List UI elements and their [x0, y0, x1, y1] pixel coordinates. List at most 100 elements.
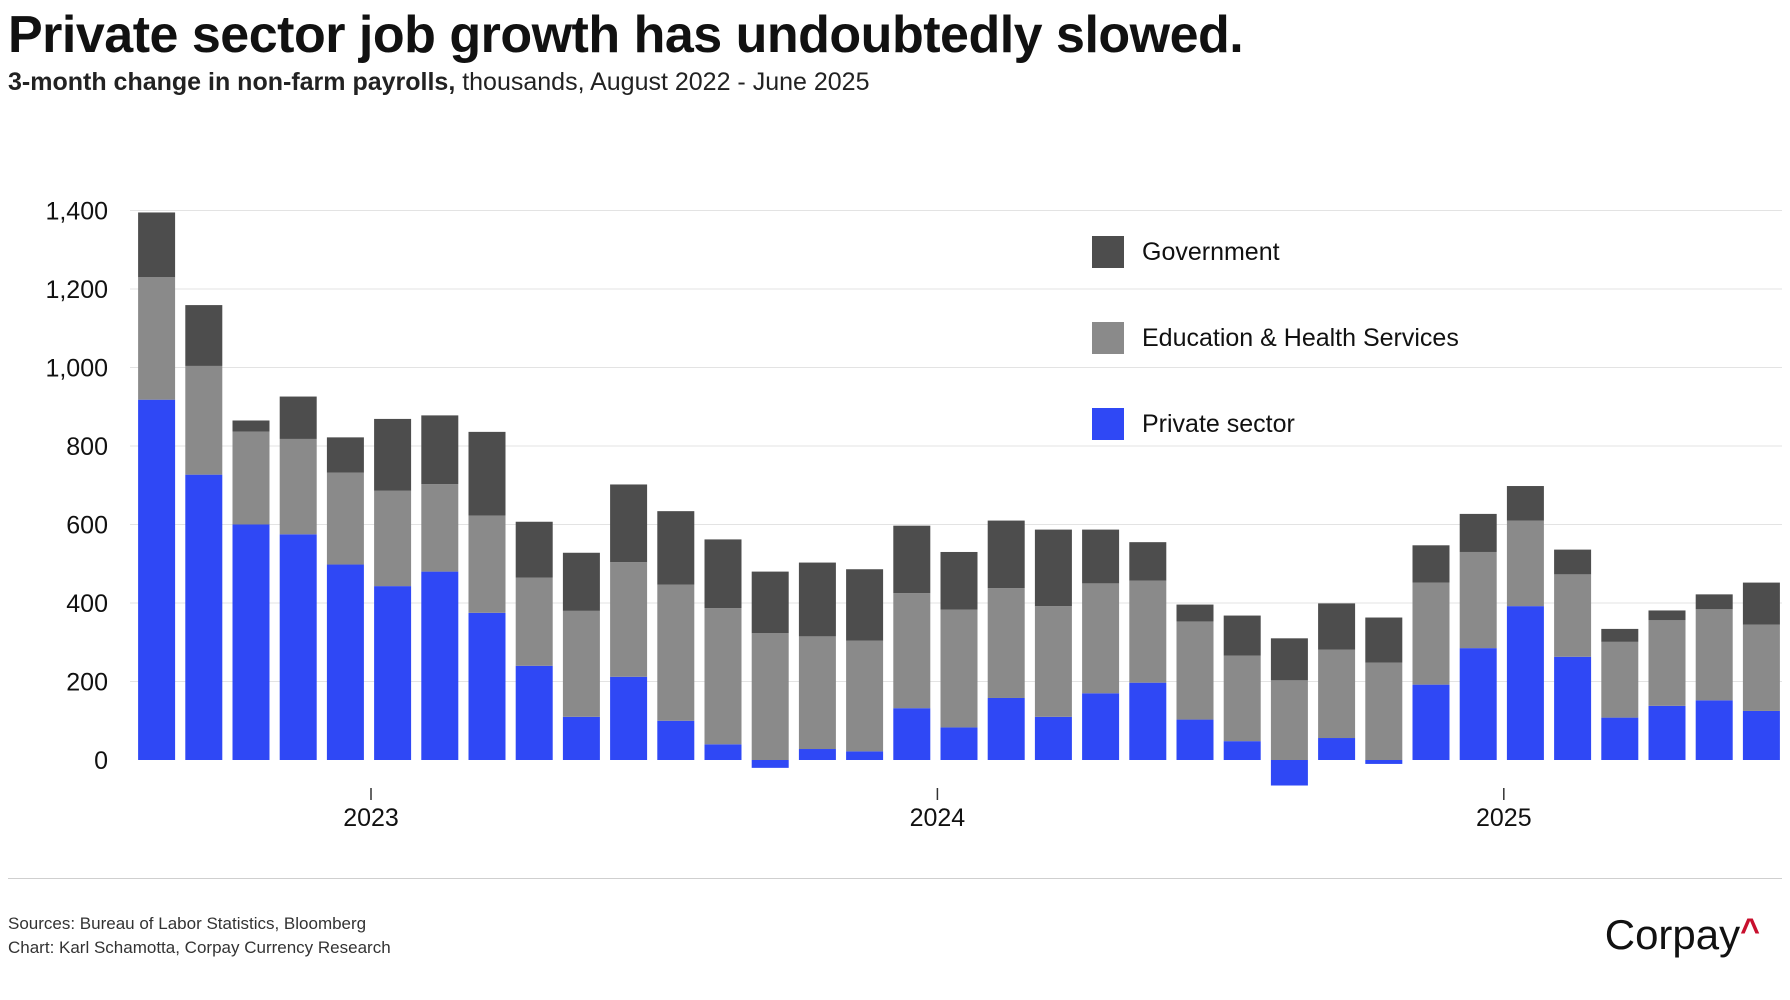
- bar-segment-education-health-services: [1082, 583, 1120, 694]
- bar-segment-private-sector: [562, 716, 600, 760]
- bar-segment-government: [232, 420, 270, 432]
- bar-segment-private-sector: [846, 751, 884, 760]
- bar-segment-education-health-services: [374, 490, 412, 587]
- bar-segment-education-health-services: [1223, 655, 1261, 742]
- bar-segment-private-sector: [1601, 717, 1639, 760]
- bar-segment-private-sector: [421, 571, 459, 760]
- bar-segment-government: [279, 396, 317, 439]
- legend-label-government: Government: [1142, 237, 1280, 266]
- x-tick-label: 2023: [343, 804, 399, 832]
- bar-segment-government: [1176, 604, 1214, 622]
- bar-segment-government: [1554, 549, 1592, 575]
- legend-label-private-sector: Private sector: [1142, 409, 1295, 438]
- bar-segment-government: [374, 418, 412, 491]
- bar-segment-government: [185, 305, 223, 366]
- y-tick-label: 1,400: [45, 198, 108, 226]
- y-tick-label: 400: [66, 590, 108, 618]
- bar-segment-education-health-services: [515, 577, 553, 666]
- bar-segment-government: [610, 484, 648, 563]
- bar-segment-education-health-services: [138, 277, 176, 400]
- bar-segment-private-sector: [374, 586, 412, 760]
- bar-segment-private-sector: [232, 524, 270, 760]
- bar-segment-education-health-services: [1742, 624, 1780, 711]
- bars: [138, 212, 1780, 786]
- bar-segment-government: [1459, 513, 1497, 552]
- bar-segment-government: [326, 437, 364, 473]
- legend-item-government: Government: [1092, 236, 1280, 268]
- x-tick-label: 2025: [1476, 804, 1532, 832]
- bar-segment-education-health-services: [185, 365, 223, 475]
- bar-segment-government: [987, 520, 1025, 589]
- bar-segment-private-sector: [657, 720, 695, 760]
- bar-segment-private-sector: [1176, 719, 1214, 760]
- bar-segment-private-sector: [1365, 760, 1403, 764]
- y-tick-label: 200: [66, 669, 108, 697]
- bar-segment-private-sector: [1459, 648, 1497, 760]
- bar-segment-government: [1082, 529, 1120, 584]
- bar-segment-private-sector: [751, 760, 789, 768]
- bar-segment-private-sector: [1318, 738, 1356, 760]
- bar-segment-government: [1506, 486, 1544, 521]
- chart-title: Private sector job growth has undoubtedl…: [8, 6, 1244, 64]
- x-axis: 2023 2024 2025: [343, 788, 1532, 832]
- bar-segment-private-sector: [1742, 710, 1780, 760]
- bar-segment-education-health-services: [468, 515, 506, 613]
- bar-segment-private-sector: [1695, 700, 1733, 760]
- bar-segment-education-health-services: [1129, 580, 1167, 683]
- chart-credit-line: Chart: Karl Schamotta, Corpay Currency R…: [8, 938, 391, 957]
- bar-segment-government: [138, 212, 176, 278]
- legend-swatch-education-health: [1092, 322, 1124, 354]
- bar-segment-government: [1223, 615, 1261, 656]
- bar-segment-government: [657, 511, 695, 585]
- bar-segment-government: [421, 415, 459, 485]
- y-tick-label: 1,200: [45, 276, 108, 304]
- bar-segment-government: [1648, 610, 1686, 621]
- bar-segment-government: [846, 569, 884, 641]
- bar-segment-education-health-services: [940, 609, 978, 728]
- bar-segment-government: [1129, 542, 1167, 581]
- legend-item-education-health: Education & Health Services: [1092, 322, 1459, 354]
- bar-segment-education-health-services: [421, 484, 459, 572]
- legend-swatch-government: [1092, 236, 1124, 268]
- bar-segment-education-health-services: [704, 608, 742, 745]
- bar-segment-government: [468, 431, 506, 516]
- logo-caret-icon: ^: [1740, 912, 1760, 950]
- bar-segment-government: [1412, 545, 1450, 583]
- bar-segment-education-health-services: [1365, 662, 1403, 760]
- bar-segment-government: [1034, 529, 1072, 607]
- legend-item-private-sector: Private sector: [1092, 408, 1295, 440]
- bar-segment-government: [798, 562, 836, 637]
- logo-wordmark: Corpay: [1604, 911, 1741, 958]
- bar-segment-private-sector: [893, 708, 931, 760]
- bar-segment-government: [515, 521, 553, 578]
- subtitle-detail: thousands, August 2022 - June 2025: [455, 68, 870, 96]
- bar-segment-private-sector: [468, 612, 506, 760]
- bar-segment-private-sector: [1082, 693, 1120, 760]
- sources-line: Sources: Bureau of Labor Statistics, Blo…: [8, 914, 367, 933]
- bar-segment-education-health-services: [893, 593, 931, 709]
- bar-segment-private-sector: [987, 697, 1025, 760]
- bar-segment-education-health-services: [326, 472, 364, 565]
- bar-segment-private-sector: [1554, 656, 1592, 760]
- bar-segment-private-sector: [326, 564, 364, 760]
- bar-segment-education-health-services: [1176, 621, 1214, 720]
- bar-segment-education-health-services: [1648, 620, 1686, 706]
- bar-segment-education-health-services: [1459, 551, 1497, 649]
- x-tick-label: 2024: [910, 804, 966, 832]
- bar-segment-private-sector: [704, 744, 742, 760]
- bar-segment-private-sector: [1034, 716, 1072, 760]
- bar-segment-private-sector: [798, 749, 836, 760]
- bar-segment-education-health-services: [657, 584, 695, 721]
- bar-segment-education-health-services: [610, 562, 648, 677]
- bar-segment-private-sector: [610, 676, 648, 760]
- bar-segment-government: [1318, 603, 1356, 650]
- bar-segment-private-sector: [185, 474, 223, 760]
- bar-segment-education-health-services: [1601, 641, 1639, 718]
- bar-segment-education-health-services: [798, 636, 836, 750]
- bar-segment-government: [893, 525, 931, 594]
- bar-segment-government: [562, 552, 600, 611]
- bar-segment-government: [1365, 617, 1403, 663]
- bar-segment-government: [1742, 582, 1780, 625]
- y-tick-label: 600: [66, 512, 108, 540]
